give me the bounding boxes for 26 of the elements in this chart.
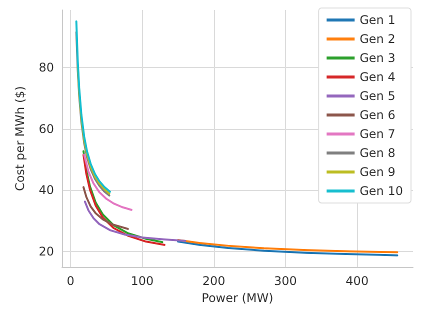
legend-label: Gen 1	[360, 13, 396, 27]
line-series	[83, 154, 132, 211]
x-tick-label: 0	[66, 274, 74, 288]
x-tick-label: 100	[130, 274, 154, 288]
legend-label: Gen 7	[360, 127, 396, 141]
legend-label: Gen 9	[360, 165, 396, 179]
line-series	[82, 186, 129, 230]
y-axis-title: Cost per MWh ($)	[13, 86, 27, 191]
legend-label: Gen 3	[360, 51, 396, 65]
legend-label: Gen 5	[360, 89, 396, 103]
y-tick-label: 80	[38, 60, 54, 74]
line-series	[84, 200, 186, 242]
legend-label: Gen 8	[360, 146, 396, 160]
x-tick-label: 300	[274, 274, 297, 288]
legend-label: Gen 10	[360, 184, 404, 198]
y-tick-label: 40	[38, 183, 54, 198]
line-series	[177, 240, 398, 256]
y-tick-label: 60	[38, 122, 54, 136]
line-series	[177, 238, 398, 254]
x-tick-label: 200	[202, 274, 226, 288]
x-axis-title: Power (MW)	[202, 290, 274, 305]
legend-label: Gen 4	[360, 70, 396, 84]
legend-label: Gen 6	[360, 108, 396, 122]
x-tick-label: 400	[346, 274, 369, 288]
y-tick-label: 20	[38, 244, 54, 259]
legend-label: Gen 2	[360, 32, 396, 46]
